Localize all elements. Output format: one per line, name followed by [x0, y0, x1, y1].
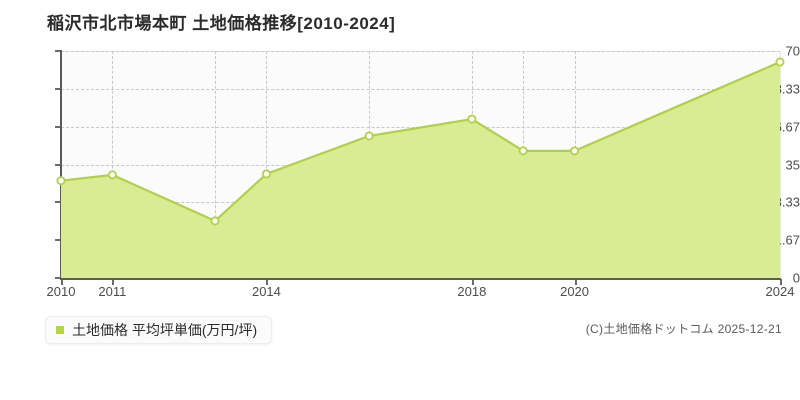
x-axis-tick-mark [471, 279, 474, 285]
vertical-gridline [471, 51, 473, 278]
legend[interactable]: 土地価格 平均坪単価(万円/坪) [45, 316, 273, 344]
legend-label: 土地価格 平均坪単価(万円/坪) [72, 322, 258, 338]
horizontal-gridline [61, 51, 780, 52]
y-axis-tick-mark [55, 239, 62, 242]
horizontal-gridline [61, 202, 780, 204]
chart-title: 稲沢市北市場本町 土地価格推移[2010-2024] [0, 9, 800, 34]
y-axis-tick-label: 70 [785, 43, 800, 59]
x-axis-line [60, 278, 781, 280]
y-axis-tick-label: 58.33 [767, 81, 800, 97]
x-axis-tick-label: 2014 [251, 284, 281, 299]
x-axis-tick-mark [266, 279, 269, 285]
x-axis-tick-label: 2020 [560, 284, 590, 299]
vertical-gridline [523, 51, 525, 278]
horizontal-gridline [61, 126, 780, 128]
horizontal-gridline [61, 164, 780, 166]
x-axis-tick-mark [780, 279, 782, 285]
vertical-gridline [112, 51, 114, 278]
x-axis-tick-label: 2010 [46, 284, 76, 299]
vertical-gridline [266, 51, 268, 278]
x-axis-tick-mark [574, 279, 577, 285]
vertical-gridline [215, 51, 217, 278]
copyright-credit: (C)土地価格ドットコム 2025-12-21 [585, 322, 782, 336]
y-axis-tick-mark [55, 201, 62, 204]
x-axis-tick-label: 2011 [98, 284, 127, 299]
x-axis-tick-label: 2018 [457, 284, 487, 299]
x-axis-tick-mark [61, 279, 63, 285]
y-axis-tick-label: 35 [785, 157, 800, 172]
vertical-gridline [369, 51, 371, 278]
y-axis-tick-mark [55, 277, 62, 279]
x-axis-tick-label: 2024 [765, 284, 795, 299]
y-axis-tick-label: 23.33 [767, 194, 800, 210]
x-axis-tick-mark [112, 279, 115, 285]
chart-title-text: 稲沢市北市場本町 土地価格推移[2010-2024] [47, 14, 396, 33]
y-axis-tick-mark [55, 163, 62, 166]
y-axis-tick-label: 11.67 [768, 232, 800, 248]
y-axis-tick-mark [55, 125, 62, 128]
y-axis-tick-mark [55, 50, 62, 52]
y-axis-tick-mark [55, 87, 62, 90]
y-axis-tick-label: 46.67 [767, 119, 800, 135]
horizontal-gridline [61, 240, 780, 242]
legend-swatch-icon [56, 326, 64, 334]
horizontal-gridline [61, 88, 780, 90]
y-axis-tick-label: 0 [792, 270, 800, 286]
vertical-gridline [574, 51, 576, 278]
y-axis-line [60, 50, 62, 279]
